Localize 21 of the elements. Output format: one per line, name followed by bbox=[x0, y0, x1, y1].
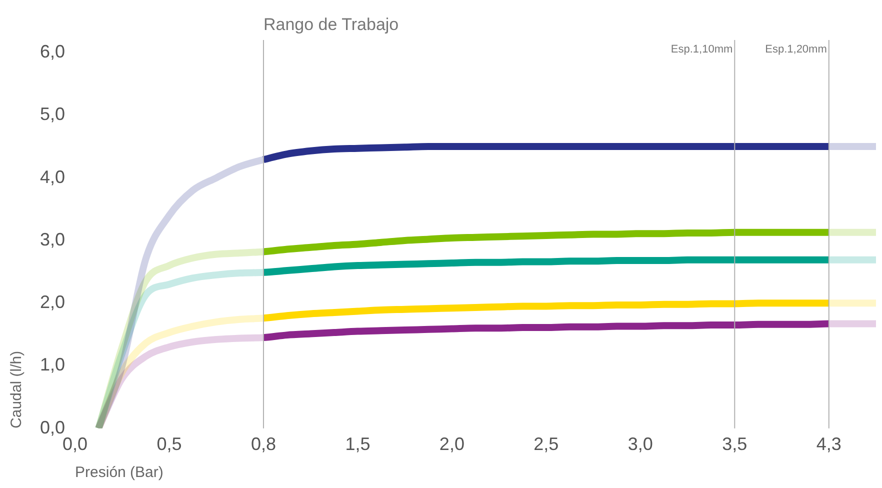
y-tick-label: 5,0 bbox=[40, 104, 66, 124]
y-tick-label: 2,0 bbox=[40, 292, 66, 312]
x-tick-label: 3,5 bbox=[722, 434, 748, 454]
y-tick-label: 3,0 bbox=[40, 229, 66, 250]
x-tick-label: 0,8 bbox=[250, 434, 276, 454]
y-tick-label: 0,0 bbox=[40, 417, 66, 438]
x-tick-label: 2,0 bbox=[439, 434, 464, 454]
ref-line-label: Rango de Trabajo bbox=[263, 15, 399, 34]
y-tick-label: 4,0 bbox=[40, 166, 66, 187]
x-axis-title: Presión (Bar) bbox=[75, 464, 164, 482]
x-tick-label: 2,5 bbox=[534, 434, 559, 454]
x-tick-label: 4,3 bbox=[816, 434, 842, 454]
ref-line-label: Esp.1,20mm bbox=[765, 44, 827, 56]
x-tick-label: 1,5 bbox=[345, 434, 370, 454]
y-axis-title: Caudal (l/h) bbox=[8, 350, 26, 428]
y-tick-label: 1,0 bbox=[40, 354, 66, 375]
y-tick-label: 6,0 bbox=[40, 42, 66, 62]
x-tick-label: 0,0 bbox=[62, 434, 88, 454]
x-tick-label: 0,5 bbox=[156, 434, 182, 454]
ref-line-label: Esp.1,10mm bbox=[670, 44, 733, 56]
x-tick-label: 3,0 bbox=[628, 434, 653, 454]
